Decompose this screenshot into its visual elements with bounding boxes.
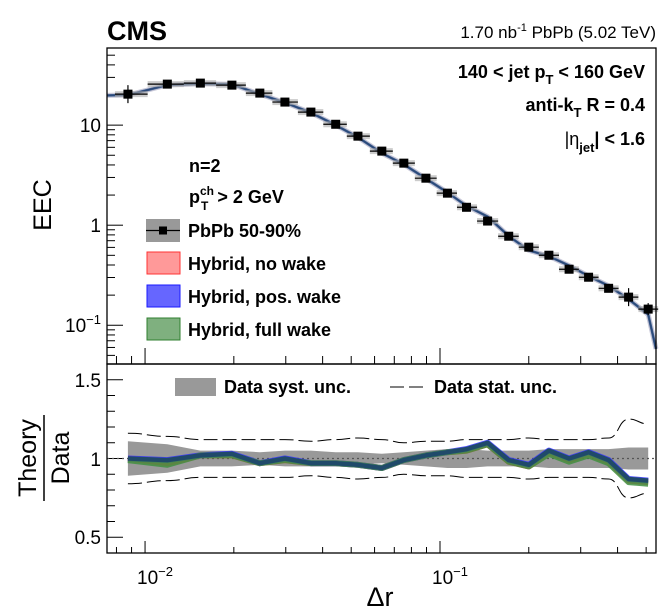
data-point — [227, 80, 237, 90]
ratio-y-tick-label-1.5: 1.5 — [75, 371, 101, 392]
data-point — [353, 131, 363, 141]
data-point — [604, 283, 614, 293]
main-panel: 10 1 10−1 EEC 140 < jet pT < 160 GeV ant… — [29, 47, 659, 365]
annotation-eta: |ηjet| < 1.6 — [565, 129, 645, 155]
data-point — [524, 242, 534, 252]
theory-pos-wake-line — [106, 82, 658, 350]
legend-swatch-no-wake — [146, 251, 181, 275]
ratio-y-label-numerator: Theory — [14, 419, 42, 497]
theory-no-wake-line — [106, 82, 658, 350]
data-point — [504, 231, 514, 241]
legend-entry-no-wake: Hybrid, no wake — [146, 251, 326, 275]
legend-label-syst: Data syst. unc. — [224, 377, 351, 397]
y-tick-label-10: 10 — [80, 116, 101, 137]
data-point — [624, 292, 634, 302]
data-point — [123, 89, 133, 99]
annotation-n: n=2 — [189, 156, 221, 176]
ratio-y-axis-label: Theory Data — [14, 415, 75, 501]
x-tick-label-0.1: 10−1 — [432, 564, 468, 589]
data-point — [306, 107, 316, 117]
ratio-y-tick-label-1: 1 — [90, 450, 101, 471]
main-axis-ticks — [107, 54, 647, 364]
data-point — [421, 173, 431, 183]
experiment-label: CMS — [107, 16, 167, 46]
legend-label-no-wake: Hybrid, no wake — [188, 254, 326, 274]
luminosity-label: 1.70 nb-1 PbPb (5.02 TeV) — [460, 22, 656, 42]
stat-unc-upper — [127, 418, 649, 444]
annotation-jet-pt: 140 < jet pT < 160 GeV — [458, 62, 645, 87]
main-plot-area — [106, 78, 659, 350]
legend-swatch-syst — [175, 378, 216, 396]
y-tick-label-1: 1 — [90, 216, 101, 237]
data-point — [483, 216, 493, 226]
stat-unc-lower — [127, 473, 649, 499]
data-point — [280, 97, 290, 107]
data-point — [399, 158, 409, 168]
annotation-ptch: pch T > 2 GeV — [189, 184, 284, 213]
ratio-y-label-denominator: Data — [47, 432, 75, 485]
x-axis-label: Δr — [366, 582, 393, 609]
legend-label-full-wake: Hybrid, full wake — [188, 320, 331, 340]
y-tick-label-0.1: 10−1 — [65, 312, 101, 337]
data-point — [377, 146, 387, 156]
data-point — [195, 78, 205, 88]
legend-entry-pos-wake: Hybrid, pos. wake — [146, 284, 341, 308]
legend-swatch-full-wake — [146, 317, 181, 341]
data-point — [255, 88, 265, 98]
legend-label-pbpb: PbPb 50-90% — [188, 221, 301, 241]
main-legend: PbPb 50-90% Hybrid, no wake Hybrid, pos.… — [146, 219, 341, 341]
data-point — [544, 250, 554, 260]
x-tick-label-0.01: 10−2 — [137, 564, 173, 589]
data-point — [442, 188, 452, 198]
data-point — [584, 272, 594, 282]
theory-band-envelope — [106, 81, 659, 350]
ratio-plot-area — [107, 418, 656, 499]
legend-entry-full-wake: Hybrid, full wake — [146, 317, 331, 341]
ratio-frame — [106, 363, 657, 554]
data-point — [564, 264, 574, 274]
legend-entry-pbpb: PbPb 50-90% — [146, 219, 301, 242]
data-point — [331, 119, 341, 129]
legend-label-pos-wake: Hybrid, pos. wake — [188, 287, 341, 307]
legend-swatch-pos-wake — [146, 284, 181, 308]
legend-marker-pbpb — [159, 226, 167, 235]
data-point — [162, 79, 172, 89]
data-point — [643, 304, 653, 314]
ratio-panel: 1.5 1 0.5 Theory Data Data syst. unc. Da… — [14, 363, 657, 609]
y-axis-label: EEC — [29, 179, 57, 230]
legend-label-stat: Data stat. unc. — [434, 377, 557, 397]
ratio-theory-core — [127, 440, 649, 483]
ratio-legend: Data syst. unc. Data stat. unc. — [175, 377, 557, 397]
data-point — [462, 202, 472, 212]
annotation-anti-kt: anti-kT R = 0.4 — [525, 95, 645, 120]
ratio-y-tick-label-0.5: 0.5 — [75, 528, 101, 549]
theory-full-wake-line — [106, 83, 657, 350]
